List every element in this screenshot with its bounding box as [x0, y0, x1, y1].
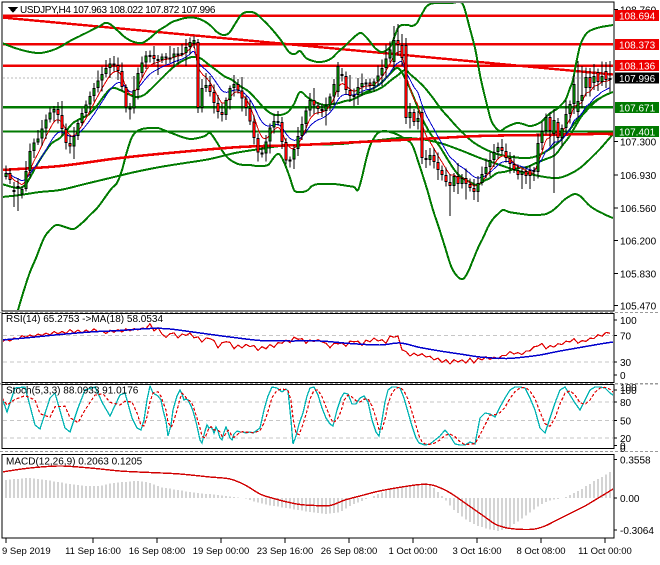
svg-text:106.200: 106.200 [620, 236, 657, 247]
svg-text:MACD(12,26,9) 0.2063 0.1205: MACD(12,26,9) 0.2063 0.1205 [6, 457, 143, 468]
svg-text:70: 70 [620, 332, 632, 343]
svg-text:0: 0 [620, 444, 626, 455]
svg-text:108.136: 108.136 [619, 62, 656, 73]
svg-text:11 Oct 00:00: 11 Oct 00:00 [578, 546, 632, 557]
svg-text:11 Sep 16:00: 11 Sep 16:00 [65, 546, 121, 557]
svg-text:9 Sep 2019: 9 Sep 2019 [2, 546, 51, 557]
svg-text:RSI(14) 65.2753 ->MA(18) 58.0: RSI(14) 65.2753 ->MA(18) 58.0534 [6, 314, 163, 325]
svg-text:-0.3064: -0.3064 [620, 526, 654, 537]
svg-text:20: 20 [620, 434, 632, 445]
svg-text:106.560: 106.560 [620, 204, 657, 215]
svg-text:0: 0 [620, 371, 626, 382]
svg-text:108.694: 108.694 [619, 12, 656, 23]
svg-text:100: 100 [620, 386, 637, 397]
svg-text:0.3558: 0.3558 [620, 455, 651, 466]
svg-text:107.996: 107.996 [619, 74, 656, 85]
svg-text:1 Oct 00:00: 1 Oct 00:00 [388, 546, 437, 557]
svg-text:105.830: 105.830 [620, 269, 657, 280]
svg-text:3 Oct 16:00: 3 Oct 16:00 [452, 546, 501, 557]
svg-text:23 Sep 16:00: 23 Sep 16:00 [257, 546, 314, 557]
svg-text:8 Oct 08:00: 8 Oct 08:00 [516, 546, 565, 557]
svg-text:0: 0 [620, 442, 626, 453]
svg-text:Stoch(5,3,3) 88.0933 91.0176: Stoch(5,3,3) 88.0933 91.0176 [6, 386, 139, 397]
svg-text:26 Sep 08:00: 26 Sep 08:00 [321, 546, 378, 557]
svg-text:50: 50 [620, 417, 632, 428]
svg-text:106.930: 106.930 [620, 171, 657, 182]
svg-text:107.671: 107.671 [619, 103, 656, 114]
svg-text:80: 80 [620, 398, 632, 409]
svg-text:100: 100 [620, 316, 637, 327]
svg-text:19 Sep 00:00: 19 Sep 00:00 [193, 546, 250, 557]
svg-text:108.373: 108.373 [619, 40, 656, 51]
svg-text:107.401: 107.401 [619, 128, 656, 139]
svg-text:107.300: 107.300 [620, 138, 657, 149]
svg-text:16 Sep 08:00: 16 Sep 08:00 [129, 546, 186, 557]
svg-text:USDJPY,H4 107.963 108.022 107: USDJPY,H4 107.963 108.022 107.872 107.99… [20, 5, 216, 16]
svg-text:105.470: 105.470 [620, 302, 657, 313]
svg-text:0.00: 0.00 [620, 494, 640, 505]
svg-text:100: 100 [620, 383, 637, 394]
svg-text:30: 30 [620, 358, 632, 369]
